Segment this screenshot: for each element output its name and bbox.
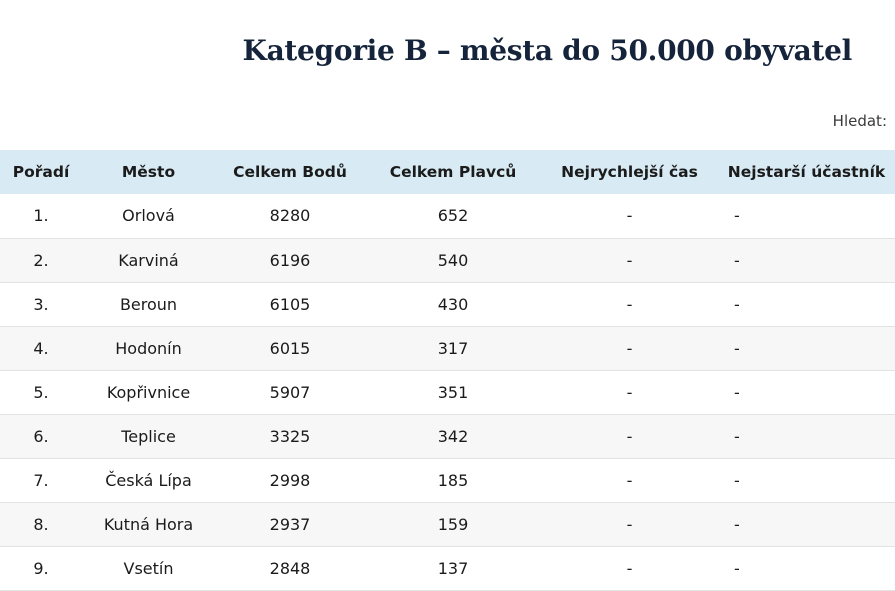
- rank-cell: 9.: [33, 558, 49, 578]
- swimmers-cell: 342: [437, 426, 469, 446]
- table-row: 6. Teplice 3325 342 - -: [0, 414, 895, 458]
- points-cell: 8280: [269, 206, 311, 226]
- city-cell: Česká Lípa: [105, 470, 192, 490]
- city-cell: Vsetín: [123, 558, 174, 578]
- city-cell: Orlová: [122, 206, 175, 226]
- points-cell: 3325: [269, 426, 311, 446]
- search-label[interactable]: Hledat:: [832, 112, 887, 130]
- table-row: 8. Kutná Hora 2937 159 - -: [0, 502, 895, 546]
- oldest-participant-cell: -: [734, 250, 740, 270]
- rank-cell: 4.: [33, 338, 49, 358]
- column-header-city[interactable]: Město: [121, 163, 176, 181]
- city-cell: Hodonín: [115, 338, 182, 358]
- rank-cell: 8.: [33, 514, 49, 534]
- fastest-time-cell: -: [626, 382, 633, 402]
- points-cell: 6015: [269, 338, 311, 358]
- fastest-time-cell: -: [626, 250, 633, 270]
- table-row: 7. Česká Lípa 2998 185 - -: [0, 458, 895, 502]
- fastest-time-cell: -: [626, 558, 633, 578]
- points-cell: 2848: [269, 558, 311, 578]
- rank-cell: 6.: [33, 426, 49, 446]
- column-header-total-points[interactable]: Celkem Bodů: [233, 163, 347, 181]
- points-cell: 6105: [269, 294, 311, 314]
- city-cell: Teplice: [121, 426, 176, 446]
- swimmers-cell: 137: [437, 558, 469, 578]
- swimmers-cell: 540: [437, 250, 469, 270]
- table-row: 5. Kopřivnice 5907 351 - -: [0, 370, 895, 414]
- city-cell: Karviná: [118, 250, 179, 270]
- table-row: 3. Beroun 6105 430 - -: [0, 282, 895, 326]
- oldest-participant-cell: -: [734, 470, 740, 490]
- rank-cell: 5.: [33, 382, 49, 402]
- oldest-participant-cell: -: [734, 338, 740, 358]
- fastest-time-cell: -: [626, 294, 633, 314]
- points-cell: 2998: [269, 470, 311, 490]
- swimmers-cell: 185: [437, 470, 469, 490]
- city-cell: Kutná Hora: [103, 514, 194, 534]
- rank-cell: 2.: [33, 250, 49, 270]
- swimmers-cell: 317: [437, 338, 469, 358]
- column-header-rank[interactable]: Pořadí: [12, 163, 70, 181]
- swimmers-cell: 430: [437, 294, 469, 314]
- points-cell: 6196: [269, 250, 311, 270]
- fastest-time-cell: -: [626, 206, 633, 226]
- results-table: Pořadí Město Celkem Bodů Celkem Plavců N…: [0, 150, 895, 591]
- oldest-participant-cell: -: [734, 426, 740, 446]
- rank-cell: 7.: [33, 470, 49, 490]
- oldest-participant-cell: -: [734, 206, 740, 226]
- column-header-fastest-time[interactable]: Nejrychlejší čas: [561, 163, 698, 181]
- fastest-time-cell: -: [626, 514, 633, 534]
- city-cell: Kopřivnice: [106, 382, 191, 402]
- swimmers-cell: 159: [437, 514, 469, 534]
- table-row: 1. Orlová 8280 652 - -: [0, 194, 895, 238]
- swimmers-cell: 652: [437, 206, 469, 226]
- city-cell: Beroun: [119, 294, 178, 314]
- swimmers-cell: 351: [437, 382, 469, 402]
- rank-cell: 3.: [33, 294, 49, 314]
- oldest-participant-cell: -: [734, 382, 740, 402]
- page-title: Kategorie B – města do 50.000 obyvatel: [242, 34, 853, 67]
- column-header-total-swimmers[interactable]: Celkem Plavců: [389, 163, 517, 181]
- oldest-participant-cell: -: [734, 514, 740, 534]
- rank-cell: 1.: [33, 206, 49, 226]
- points-cell: 2937: [269, 514, 311, 534]
- fastest-time-cell: -: [626, 338, 633, 358]
- table-row: 4. Hodonín 6015 317 - -: [0, 326, 895, 370]
- column-header-oldest-participant[interactable]: Nejstarší účastník: [727, 163, 886, 181]
- fastest-time-cell: -: [626, 470, 633, 490]
- fastest-time-cell: -: [626, 426, 633, 446]
- table-header-row: Pořadí Město Celkem Bodů Celkem Plavců N…: [0, 150, 895, 194]
- table-row: 2. Karviná 6196 540 - -: [0, 238, 895, 282]
- oldest-participant-cell: -: [734, 558, 740, 578]
- table-row: 9. Vsetín 2848 137 - -: [0, 546, 895, 590]
- points-cell: 5907: [269, 382, 311, 402]
- oldest-participant-cell: -: [734, 294, 740, 314]
